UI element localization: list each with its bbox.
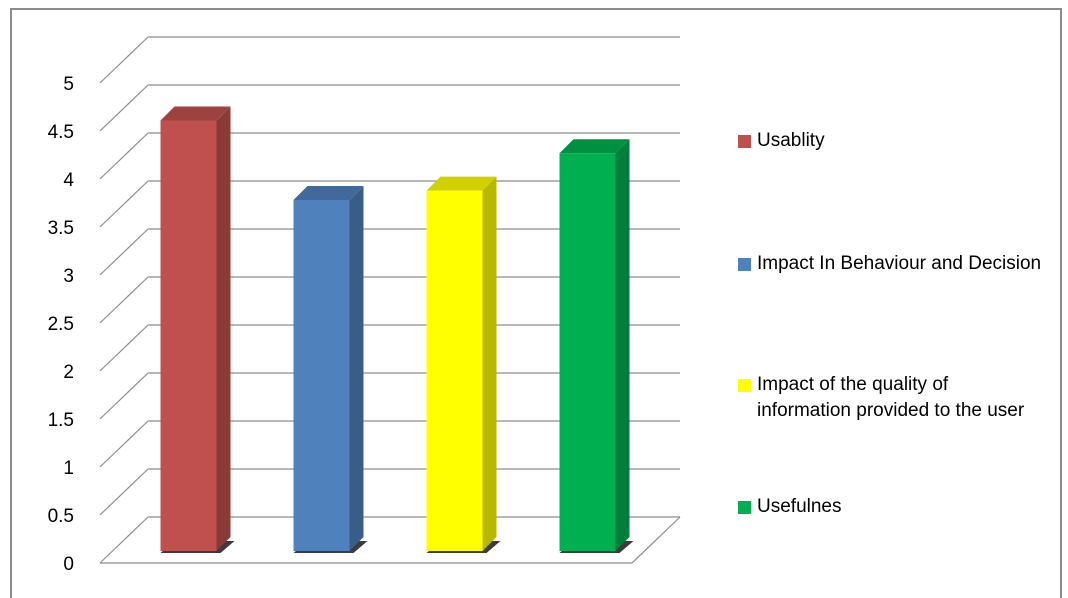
legend-swatch-usefulnes [738, 501, 751, 514]
chart-frame [10, 8, 1062, 598]
gridline-side [99, 228, 149, 276]
gridline-side [99, 276, 149, 324]
y-tick-label: 3 [63, 266, 74, 287]
floor-side-edge [631, 516, 681, 564]
bar [426, 190, 483, 551]
bar [293, 200, 350, 551]
gridline-side [99, 468, 149, 516]
chart-legend: Usablity Impact In Behaviour and Decisio… [738, 0, 1058, 595]
bar-side [216, 106, 231, 551]
gridline-side [99, 84, 149, 132]
y-tick-label: 4 [63, 170, 74, 191]
bar-top [293, 186, 364, 200]
gridline-side [99, 324, 149, 372]
y-tick-label: 5 [63, 74, 74, 95]
y-tick-label: 4.5 [48, 122, 74, 143]
legend-label-usefulnes: Usefulnes [757, 496, 842, 517]
bar-side [349, 186, 364, 551]
y-tick-label: 1.5 [48, 410, 74, 431]
legend-item-usablity: Usablity [738, 128, 1048, 154]
y-tick-label: 0 [63, 554, 74, 575]
legend-item-usefulnes: Usefulnes [738, 494, 1048, 520]
bar-top [160, 106, 231, 121]
legend-label-impact-behaviour: Impact In Behaviour and Decision [757, 253, 1042, 274]
bar [160, 120, 217, 551]
gridline-side [99, 372, 149, 420]
bar-top [559, 139, 630, 154]
bar-side [482, 176, 497, 551]
y-tick-label: 3.5 [48, 218, 74, 239]
legend-swatch-impact-quality [738, 379, 751, 392]
bar-side [615, 139, 630, 551]
bar [559, 153, 616, 551]
legend-label-impact-quality: Impact of the quality of information pro… [757, 374, 1025, 421]
gridline-side [99, 132, 149, 180]
legend-item-impact-behaviour: Impact In Behaviour and Decision [738, 251, 1048, 277]
y-tick-label: 2.5 [48, 314, 74, 335]
legend-swatch-usablity [738, 135, 751, 148]
gridline-side [99, 180, 149, 228]
y-tick-label: 0.5 [48, 506, 74, 527]
gridline-side [99, 36, 149, 84]
legend-label-usablity: Usablity [757, 130, 825, 151]
legend-swatch-impact-behaviour [738, 258, 751, 271]
legend-item-impact-quality: Impact of the quality of information pro… [738, 372, 1048, 424]
y-tick-label: 1 [63, 458, 74, 479]
y-tick-label: 2 [63, 362, 74, 383]
gridline-side [99, 516, 149, 564]
bar-top [426, 176, 497, 191]
gridline-side [99, 420, 149, 468]
